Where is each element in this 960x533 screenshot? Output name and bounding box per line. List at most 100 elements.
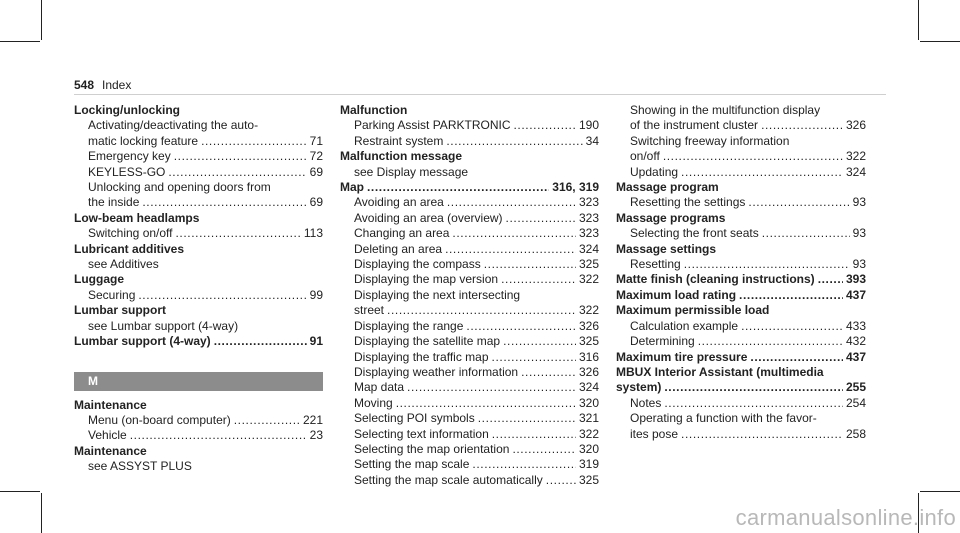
entry-label: system) [616,380,662,395]
index-subentry: Setting the map scale 319 [340,457,599,472]
page-reference[interactable]: 324 [578,241,599,256]
dot-leader [484,257,576,272]
index-subentry: Map data 324 [340,380,599,395]
page-reference[interactable]: 319 [578,457,599,472]
dot-leader [681,165,843,180]
page-reference[interactable]: 322 [578,303,599,318]
index-subentry: see ASSYST PLUS [88,459,192,474]
page-reference[interactable]: 325 [578,334,599,349]
page-reference[interactable]: 437 [845,287,866,302]
dot-leader [472,457,576,472]
dot-leader [492,350,576,365]
dot-leader [512,442,576,457]
index-subentry: Avoiding an area (overview) 323 [340,211,599,226]
index-subentry: Displaying weather information 326 [340,365,599,380]
index-heading: Massage settings [616,241,717,256]
page-reference[interactable]: 221 [302,412,323,427]
dot-leader [506,211,576,226]
page-reference[interactable]: 326 [578,364,599,379]
index-heading: Maintenance [74,397,147,412]
page-reference[interactable]: 316 [578,349,599,364]
page-reference[interactable]: 34 [585,133,599,148]
dot-leader [681,427,843,442]
page-reference[interactable]: 437 [845,349,866,364]
index-subentry: Selecting the front seats 93 [616,226,866,241]
dot-leader [761,118,843,133]
index-subentry: Selecting the map orientation 320 [340,442,599,457]
crop-mark [918,493,919,533]
entry-label: Moving [354,395,393,410]
page-reference[interactable]: 325 [578,472,599,487]
entry-label: Matte finish (cleaning instructions) [616,272,815,287]
entry-label: Displaying the satellite map [354,334,501,349]
page-reference[interactable]: 323 [578,226,599,241]
page-reference[interactable]: 99 [309,287,323,302]
dot-leader [684,257,850,272]
entry-label: Selecting the front seats [630,226,759,241]
page-reference[interactable]: 325 [578,257,599,272]
index-heading: Massage program [616,180,719,195]
entry-label: street [354,303,385,318]
page-reference[interactable]: 433 [845,318,866,333]
page-reference[interactable]: 93 [852,257,866,272]
index-heading: Maximum load rating 437 [616,288,866,303]
page-reference[interactable]: 324 [845,164,866,179]
page-reference[interactable]: 190 [578,118,599,133]
page-reference[interactable]: 432 [845,334,866,349]
entry-label: Calculation example [630,318,739,333]
crop-mark [0,491,40,492]
index-heading: Lumbar support (4-way) 91 [74,334,323,349]
index-subentry: Deleting an area 324 [340,242,599,257]
entry-label: the inside [88,195,140,210]
page-reference[interactable]: 393 [845,272,866,287]
page-reference[interactable]: 254 [845,395,866,410]
page-reference[interactable]: 322 [578,426,599,441]
page-reference[interactable]: 322 [845,149,866,164]
index-subentry: see Additives [88,257,159,272]
page-reference[interactable]: 326 [845,118,866,133]
page-reference[interactable]: 23 [309,428,323,443]
page-reference[interactable]: 69 [309,195,323,210]
dot-leader [663,149,843,164]
page-reference[interactable]: 255 [845,380,866,395]
index-subentry: Displaying the range 326 [340,319,599,334]
index-subentry: Operating a function with the favor- [630,411,817,426]
page-reference[interactable]: 91 [309,334,323,349]
index-subentry: street 322 [340,303,599,318]
page-reference[interactable]: 71 [309,133,323,148]
dot-leader [138,288,306,303]
page-reference[interactable]: 316, 319 [552,180,599,195]
page-reference[interactable]: 258 [845,426,866,441]
dot-leader [214,334,307,349]
page-reference[interactable]: 320 [578,395,599,410]
entry-label: Updating [630,164,679,179]
entry-label: Notes [630,395,662,410]
page-reference[interactable]: 72 [309,149,323,164]
index-subentry: Resetting the settings 93 [616,195,866,210]
dot-leader [234,413,300,428]
crop-mark [918,0,919,40]
entry-label: Menu (on-board computer) [88,412,231,427]
page-reference[interactable]: 326 [578,318,599,333]
page-reference[interactable]: 324 [578,380,599,395]
page-reference[interactable]: 321 [578,411,599,426]
page-reference[interactable]: 93 [852,195,866,210]
page-reference[interactable]: 323 [578,195,599,210]
entry-label: Displaying the compass [354,257,481,272]
dot-leader [387,303,576,318]
index-subentry: Switching on/off 113 [74,226,323,241]
entry-label: Restraint system [354,133,444,148]
entry-label: on/off [630,149,660,164]
page-reference[interactable]: 113 [303,226,323,241]
page-reference[interactable]: 69 [309,164,323,179]
dot-leader [664,380,843,395]
page-reference[interactable]: 320 [578,441,599,456]
page-reference[interactable]: 93 [852,226,866,241]
index-subentry: Vehicle 23 [74,428,323,443]
page-reference[interactable]: 323 [578,210,599,225]
index-heading: Malfunction message [340,149,463,164]
entry-label: Avoiding an area [354,195,444,210]
index-subentry: matic locking feature 71 [74,134,323,149]
entry-label: Maximum tire pressure [616,349,748,364]
page-reference[interactable]: 322 [578,272,599,287]
